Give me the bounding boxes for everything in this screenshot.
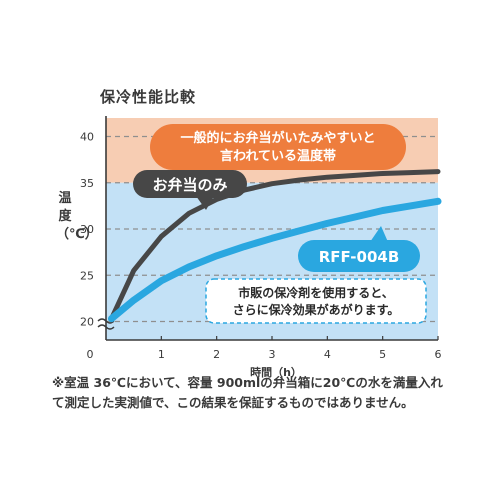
x-tick-label: 4	[324, 348, 331, 361]
effect-note-text-2: さらに保冷効果があがります。	[233, 302, 400, 317]
series-line-bento-only	[109, 169, 441, 322]
footnote: ※室温 36℃において、容量 900mlの弁当箱に20℃の水を満量入れ て測定し…	[52, 373, 462, 413]
bento-only-bubble	[133, 170, 247, 198]
danger-zone-text-2: 言われている温度帯	[220, 148, 336, 164]
x-tick-label: 3	[269, 348, 276, 361]
rff-004b-bubble-pointer	[370, 226, 388, 242]
x-tick-label: 0	[87, 348, 94, 361]
footnote-line-2: て測定した実測値で、この結果を保証するものではありません。	[52, 395, 414, 410]
effect-note-box	[205, 278, 427, 324]
effect-note-text-1: 市販の保冷剤を使用すると、	[238, 285, 394, 300]
x-tick-label: 6	[435, 348, 442, 361]
danger-zone-text-1: 一般的にお弁当がいたみやすいと	[180, 130, 375, 146]
y-tick-label: 30	[80, 223, 94, 236]
y-tick-label: 25	[80, 269, 94, 282]
series-line-rff-004b	[108, 197, 442, 323]
x-tick-label: 5	[379, 348, 386, 361]
rff-004b-label: RFF-004B	[319, 248, 400, 266]
danger-zone-bubble	[150, 124, 406, 170]
y-tick-label: 35	[80, 177, 94, 190]
x-tick-label: 1	[158, 348, 165, 361]
x-tick-label: 2	[213, 348, 220, 361]
chart-title: 保冷性能比較	[100, 88, 197, 106]
y-tick-label: 40	[80, 131, 94, 144]
x-axis-label: 時間（h）	[250, 365, 302, 379]
bento-only-label: お弁当のみ	[152, 176, 227, 194]
axis-break-mark	[97, 318, 115, 330]
bento-only-bubble-pointer	[196, 196, 214, 210]
y-tick-label: 20	[80, 316, 94, 329]
rff-004b-bubble	[298, 240, 420, 272]
footnote-line-1: ※室温 36℃において、容量 900mlの弁当箱に20℃の水を満量入れ	[52, 375, 443, 390]
